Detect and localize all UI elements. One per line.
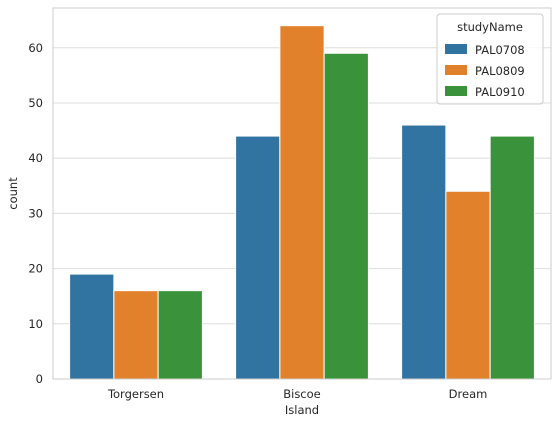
x-tick-label: Torgersen (107, 387, 164, 401)
x-ticks: Torgersen Biscoe Dream (107, 387, 487, 401)
legend-swatch-pal0708 (445, 44, 467, 54)
y-tick-label: 40 (28, 151, 43, 165)
x-tick-label: Dream (449, 387, 488, 401)
legend-items: PAL0708 PAL0809 PAL0910 (445, 43, 525, 99)
y-ticks: 0 10 20 30 40 50 60 (28, 41, 43, 386)
legend-swatch-pal0910 (445, 86, 467, 96)
y-tick-label: 30 (28, 206, 43, 220)
y-tick-label: 10 (28, 317, 43, 331)
plot-frame (52, 7, 552, 380)
bar-pal0910-torgersen (157, 290, 203, 380)
legend-title: studyName (457, 20, 523, 34)
bar-pal0809-biscoe (279, 25, 325, 380)
y-axis-label: count (6, 177, 20, 210)
bar-pal0910-dream (489, 135, 535, 380)
bar-pal0708-biscoe (235, 135, 281, 380)
x-tick-label: Biscoe (283, 387, 321, 401)
bars (69, 25, 535, 380)
y-tick-label: 60 (28, 41, 43, 55)
legend-swatch-pal0809 (445, 65, 467, 75)
legend-label: PAL0708 (475, 43, 525, 57)
y-tick-label: 20 (28, 262, 43, 276)
legend-label: PAL0910 (475, 85, 525, 99)
y-tick-label: 50 (28, 96, 43, 110)
x-axis-label: Island (285, 403, 319, 417)
y-tick-label: 0 (36, 372, 43, 386)
bar-pal0708-dream (401, 124, 447, 380)
legend-label: PAL0809 (475, 64, 525, 78)
legend-box (436, 13, 544, 105)
legend: studyName PAL0708 PAL0809 PAL0910 (436, 13, 544, 105)
bar-pal0809-dream (445, 190, 491, 380)
bar-pal0809-torgersen (113, 290, 159, 380)
bar-pal0708-torgersen (69, 273, 115, 380)
bar-pal0910-biscoe (323, 52, 369, 380)
